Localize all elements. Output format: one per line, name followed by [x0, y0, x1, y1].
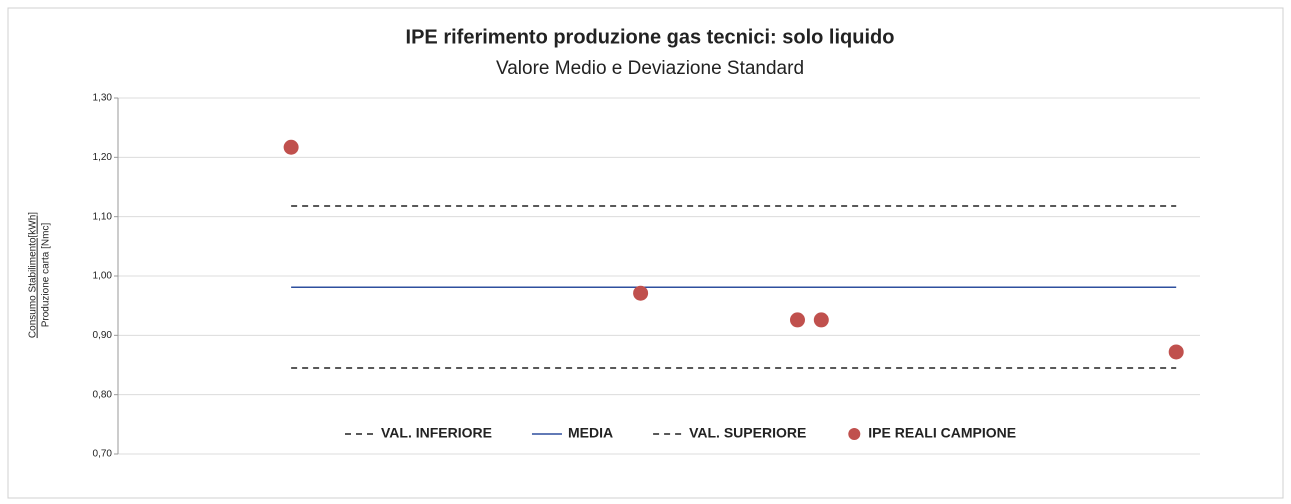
y-tick-label: 0,70 [93, 449, 113, 460]
data-point [283, 139, 299, 155]
y-tick-label: 0,80 [93, 389, 113, 400]
data-point [1168, 344, 1184, 360]
y-tick-label: 1,30 [93, 93, 113, 104]
y-axis-title: Produzione carta [Nmc] [41, 223, 52, 328]
y-tick-label: 1,20 [93, 152, 113, 163]
data-point [789, 312, 805, 328]
y-tick-label: 0,90 [93, 330, 113, 341]
legend-label: VAL. SUPERIORE [689, 425, 806, 441]
chart-title: IPE riferimento produzione gas tecnici: … [406, 26, 895, 48]
legend-label: IPE REALI CAMPIONE [868, 425, 1016, 441]
y-axis-title: Consumo Stabilimento[kWh] [28, 212, 39, 338]
chart-subtitle: Valore Medio e Deviazione Standard [496, 58, 804, 79]
y-tick-label: 1,10 [93, 211, 113, 222]
data-point [813, 312, 829, 328]
y-tick-label: 1,00 [93, 271, 113, 282]
legend-swatch [848, 428, 861, 440]
legend-label: VAL. INFERIORE [381, 425, 492, 441]
chart-frame [7, 7, 1284, 499]
legend-label: MEDIA [568, 425, 613, 441]
data-point [633, 285, 649, 301]
